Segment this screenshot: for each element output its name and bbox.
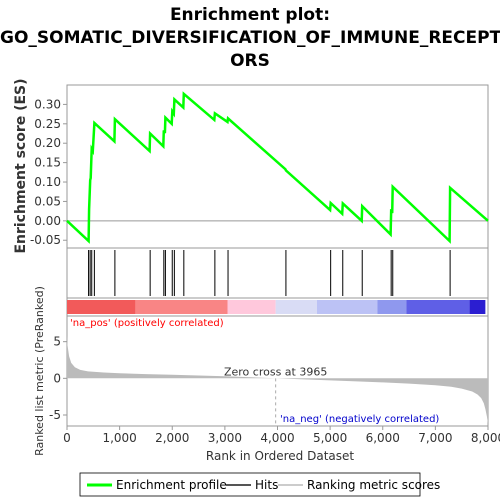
es-panel-frame — [66, 84, 489, 249]
es-y-tick-label: 0.15 — [34, 156, 61, 170]
es-y-tick-label: 0.05 — [34, 194, 61, 208]
x-tick-label: 1,000 — [102, 431, 136, 445]
es-y-axis-title: Enrichment score (ES) — [13, 78, 29, 253]
es-y-tick-label: 0.20 — [34, 136, 61, 150]
x-tick-label: 6,000 — [366, 431, 400, 445]
heat-bar-segment — [67, 300, 136, 314]
chart-title: Enrichment plot: GO_SOMATIC_DIVERSIFICAT… — [0, 4, 500, 73]
metric-y-axis: -5 0 5 — [49, 335, 67, 422]
x-tick-label: 7,000 — [418, 431, 452, 445]
x-tick-label: 2,000 — [155, 431, 189, 445]
x-tick-label: 3,000 — [208, 431, 242, 445]
es-y-tick-label: 0.10 — [34, 175, 61, 189]
heat-bar-segment — [227, 300, 276, 314]
heat-bar-segment — [275, 300, 317, 314]
hit-markers — [88, 250, 451, 296]
legend-hits-label: Hits — [255, 478, 278, 492]
heat-bar-segment — [135, 300, 228, 314]
es-y-tick-label: 0.30 — [34, 97, 61, 111]
rank-heat-bar — [67, 300, 486, 314]
x-axis-title: Rank in Ordered Dataset — [206, 449, 354, 463]
es-y-axis: -0.05 0.00 0.05 0.10 0.15 0.20 0.25 0.30 — [30, 97, 67, 247]
metric-y-tick-label: -5 — [49, 408, 61, 422]
metric-y-axis-title: Ranked list metric (PreRanked) — [33, 286, 46, 456]
enrichment-profile-line — [66, 91, 489, 244]
legend: Enrichment profile Hits Ranking metric s… — [79, 472, 440, 497]
metric-y-tick-label: 5 — [53, 335, 61, 349]
legend-enrichment-label: Enrichment profile — [116, 478, 227, 492]
title-line-3: ORS — [230, 51, 270, 71]
positive-correlation-label: 'na_pos' (positively correlated) — [70, 318, 224, 329]
heat-bar-segment — [316, 300, 378, 314]
metric-y-tick-label: 0 — [53, 371, 61, 385]
title-line-2: GO_SOMATIC_DIVERSIFICATION_OF_IMMUNE_REC… — [0, 28, 500, 48]
hits-panel-frame — [66, 247, 489, 299]
x-tick-label: 5,000 — [313, 431, 347, 445]
legend-metric-label: Ranking metric scores — [307, 478, 440, 492]
heat-bar-segment — [406, 300, 470, 314]
x-tick-label: 0 — [63, 431, 71, 445]
x-tick-label: 4,000 — [260, 431, 294, 445]
ranking-metric-area — [67, 335, 488, 424]
x-tick-label: 8,000 — [471, 431, 500, 445]
negative-correlation-label: 'na_neg' (negatively correlated) — [280, 414, 439, 425]
es-y-tick-label: 0.00 — [34, 214, 61, 228]
x-axis: 0 1,000 2,000 3,000 4,000 5,000 6,000 7,000 8,00… — [63, 426, 500, 445]
title-line-1: Enrichment plot: — [169, 5, 331, 25]
es-y-tick-label: -0.05 — [30, 233, 61, 247]
heat-bar-segment — [377, 300, 407, 314]
es-y-tick-label: 0.25 — [34, 117, 61, 131]
zero-cross-label: Zero cross at 3965 — [224, 365, 327, 378]
heat-bar-segment — [469, 300, 486, 314]
